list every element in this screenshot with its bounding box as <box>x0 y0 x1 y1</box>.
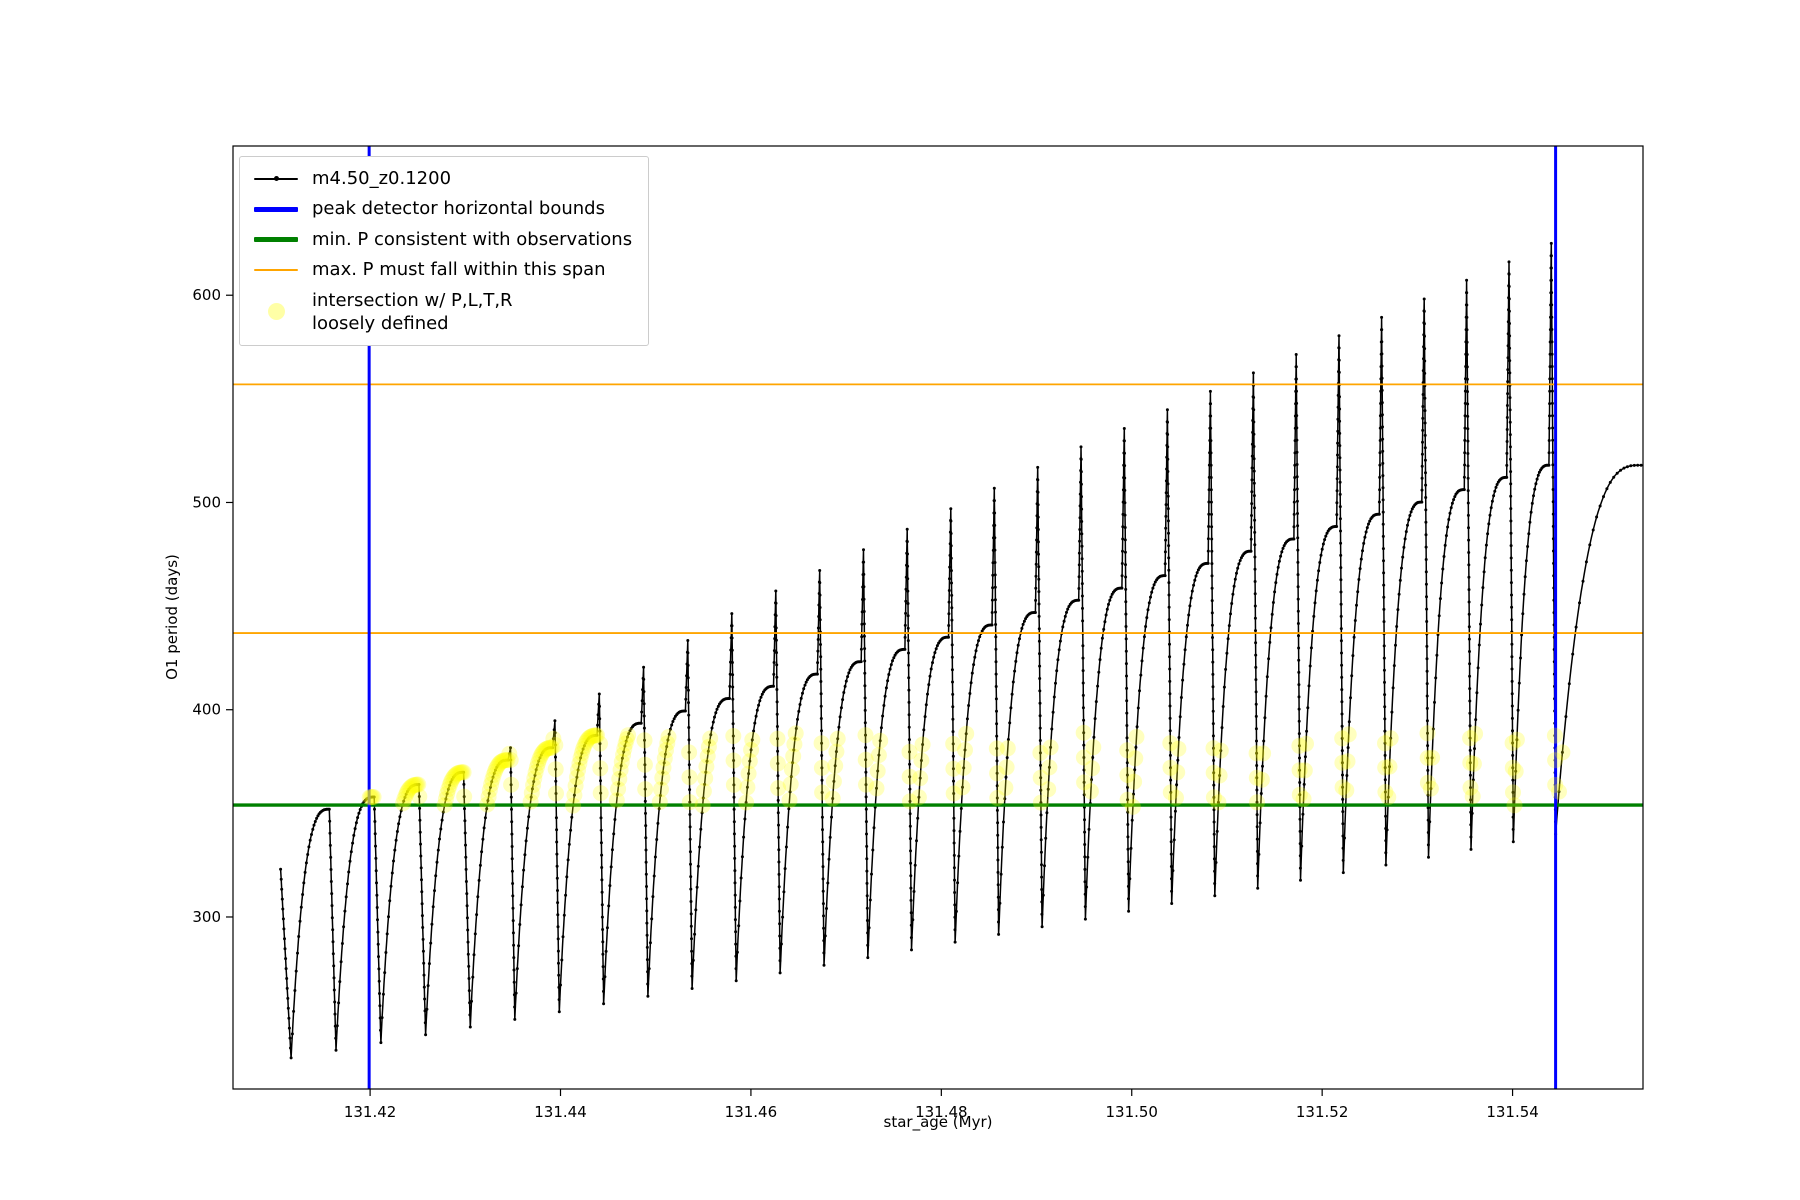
legend-entry: peak detector horizontal bounds <box>252 197 632 220</box>
x-tick-label: 131.44 <box>534 1103 587 1121</box>
blue-bounds-line-icon <box>252 206 300 212</box>
plot-border <box>232 145 1644 1090</box>
green-min-line-icon <box>252 236 300 242</box>
legend-label: min. P consistent with observations <box>312 228 633 250</box>
x-axis-label: star_age (Myr) <box>884 1113 993 1132</box>
axes-layer: 131.42 131.44 131.46 131.48 131.50 131.52 131.… <box>192 145 1644 1121</box>
series-curve <box>279 241 1643 1060</box>
yellow-scatter <box>361 724 1571 815</box>
legend-label: peak detector horizontal bounds <box>312 198 605 220</box>
legend-label: max. P must fall within this span <box>312 259 606 281</box>
x-tick-label: 131.46 <box>725 1103 778 1121</box>
y-tick-label: 300 <box>192 908 221 926</box>
series-line-icon <box>252 176 300 182</box>
orange-max-line-icon <box>252 268 300 271</box>
y-tick-label: 400 <box>192 701 221 719</box>
legend-entry: m4.50_z0.1200 <box>252 167 632 190</box>
legend-entry: min. P consistent with observations <box>252 228 632 251</box>
y-axis-label: O1 period (days) <box>163 554 181 680</box>
x-tick-label: 131.42 <box>344 1103 397 1121</box>
x-ticks: 131.42 131.44 131.46 131.48 131.50 131.52 131.… <box>344 1089 1539 1121</box>
yellow-scatter-icon <box>252 303 300 321</box>
x-tick-label: 131.52 <box>1296 1103 1349 1121</box>
legend-entry: intersection w/ P,L,T,R loosely defined <box>252 289 632 336</box>
y-tick-label: 500 <box>192 493 221 511</box>
x-tick-label: 131.48 <box>915 1103 968 1121</box>
x-tick-label: 131.54 <box>1486 1103 1539 1121</box>
x-tick-label: 131.50 <box>1105 1103 1158 1121</box>
y-ticks: 300 400 500 600 <box>192 286 233 926</box>
legend-label: m4.50_z0.1200 <box>312 168 452 189</box>
data-layer <box>233 146 1643 1089</box>
y-tick-label: 600 <box>192 286 221 304</box>
legend-label: intersection w/ P,L,T,R loosely defined <box>312 289 513 334</box>
legend-entry: max. P must fall within this span <box>252 258 632 281</box>
